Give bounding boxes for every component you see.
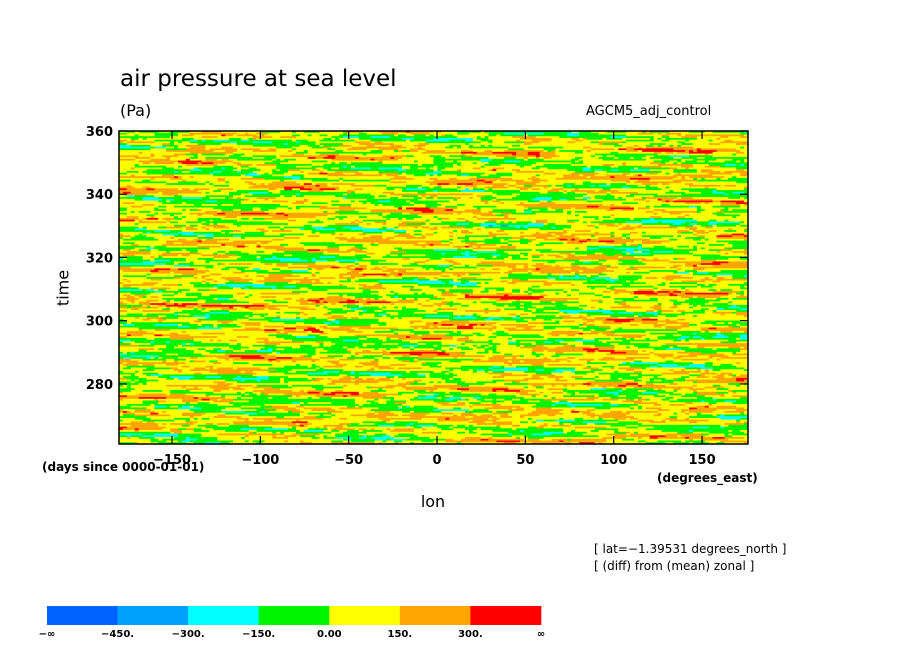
chart-canvas: −150 −100 −50 0 50 100 150 280300320340360 −∞ −… [0, 0, 904, 654]
heatmap-field [119, 131, 748, 444]
